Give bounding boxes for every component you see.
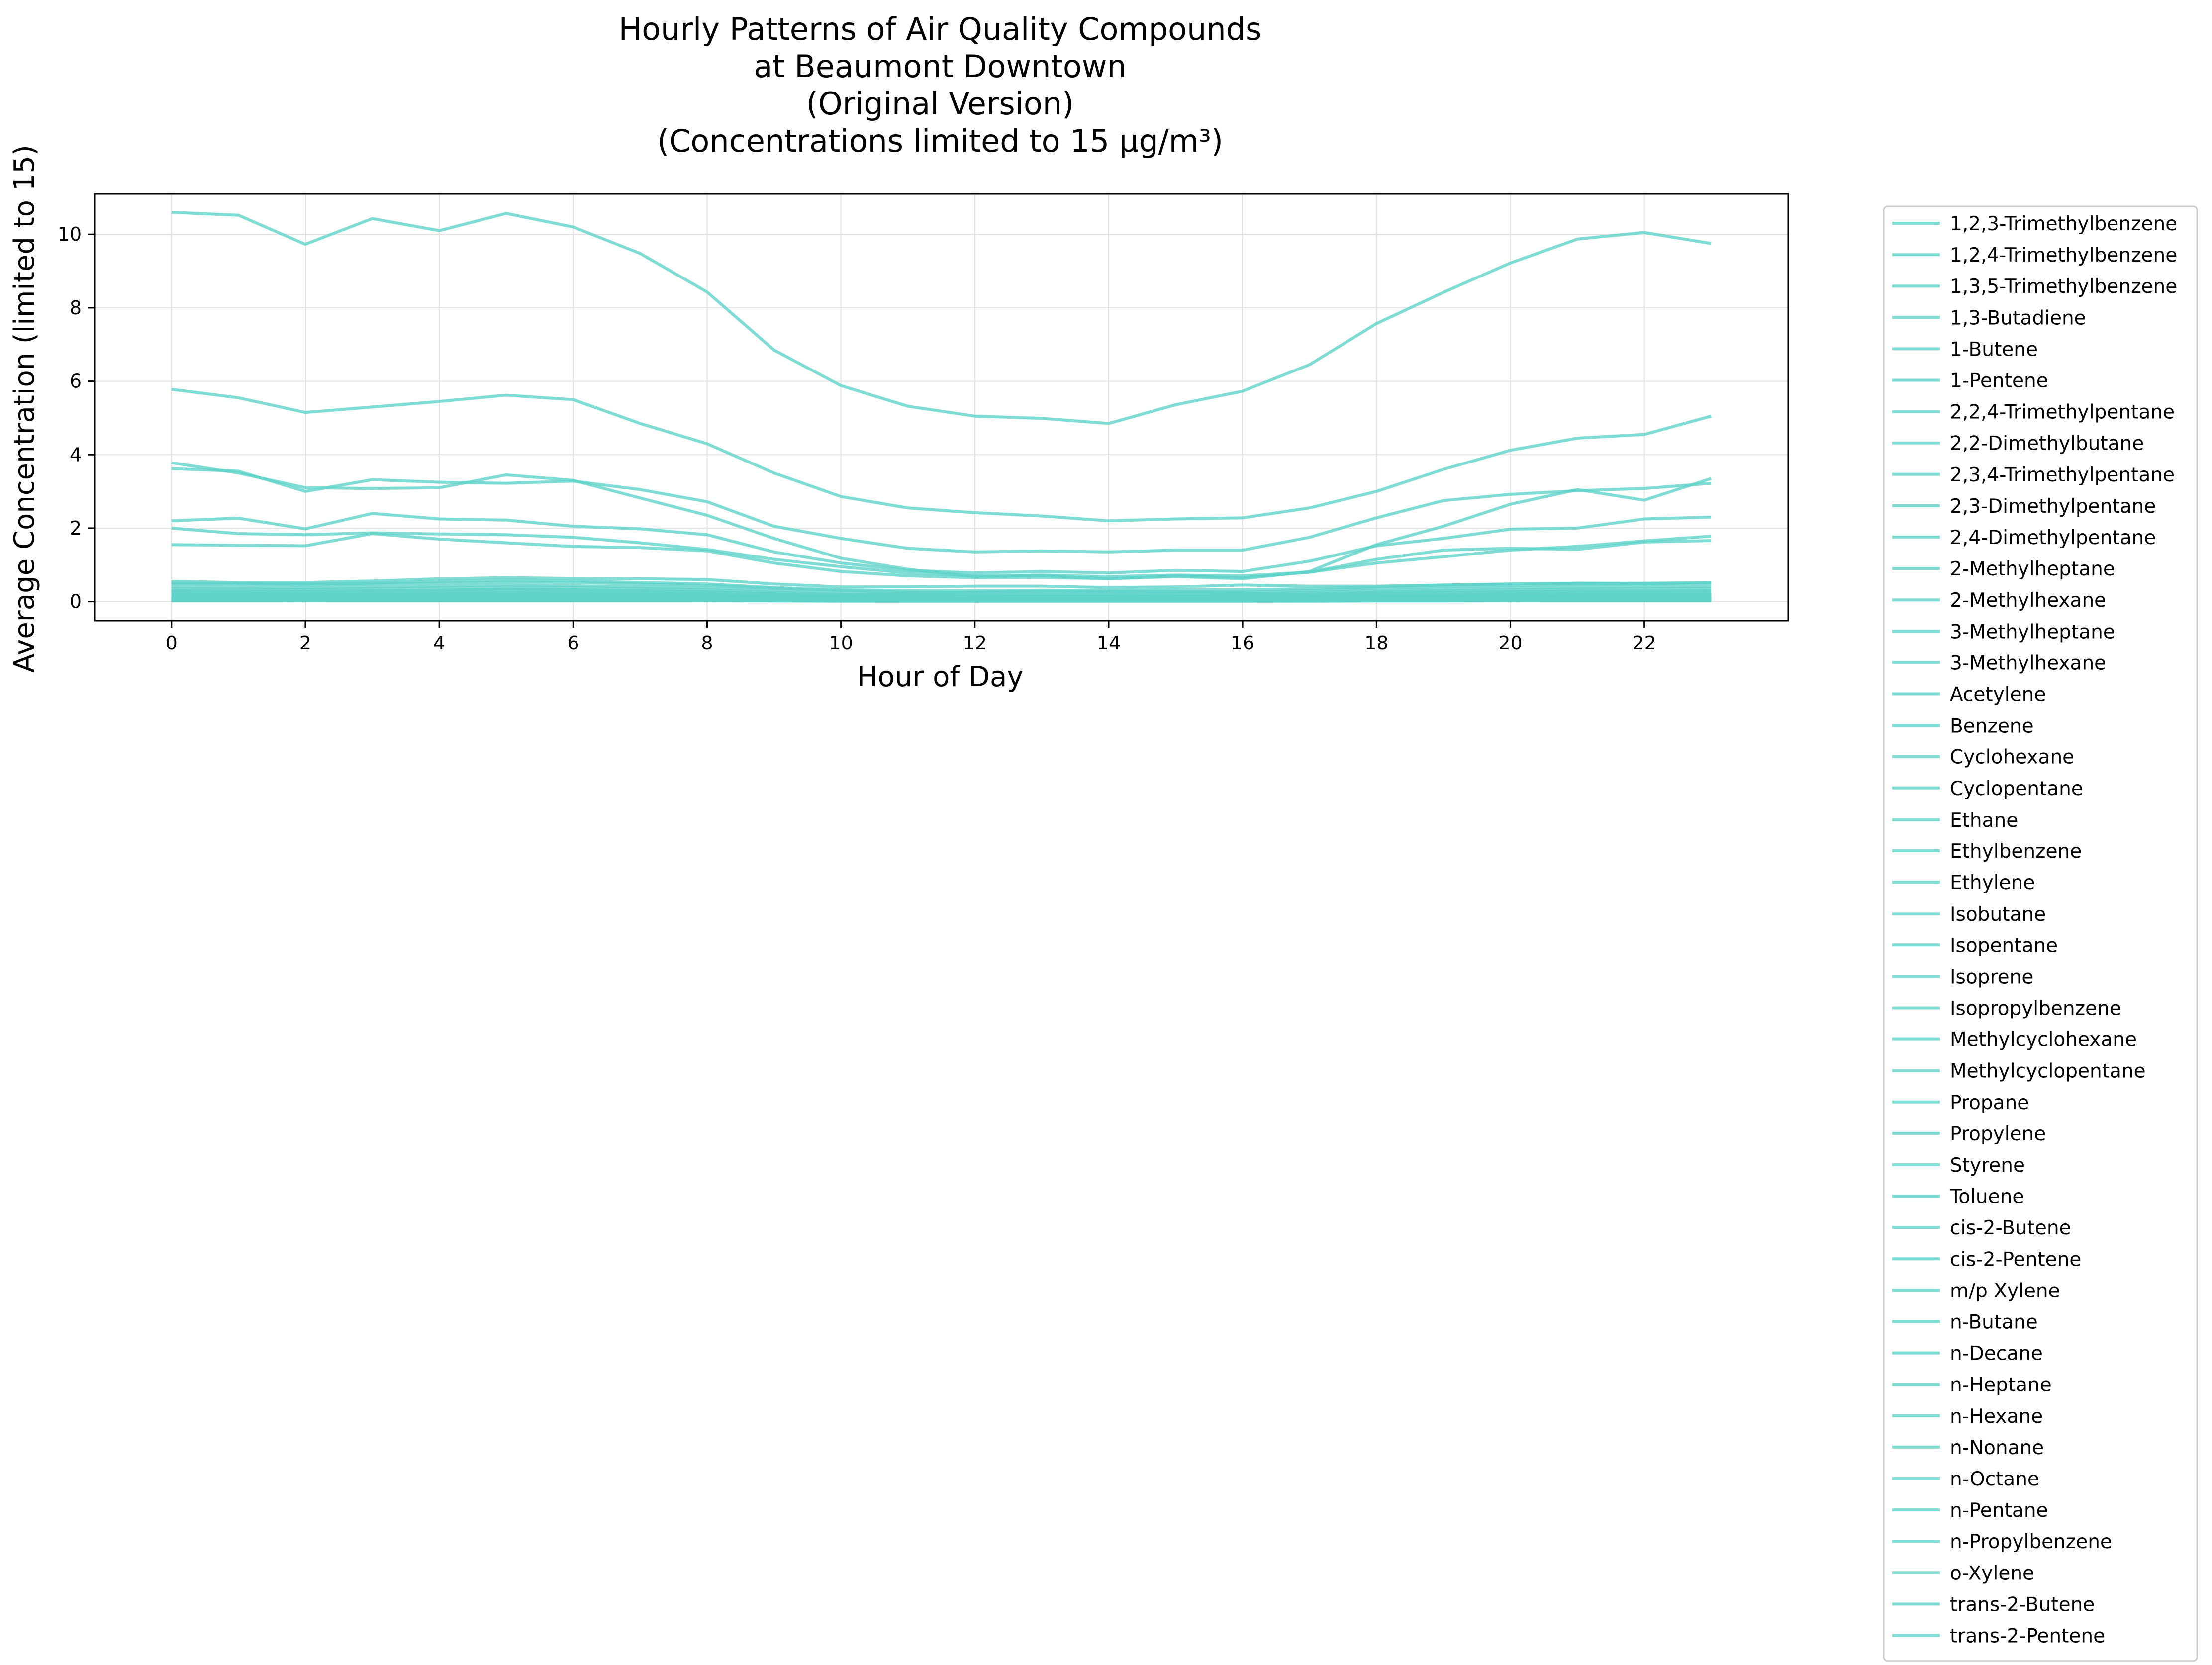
legend: 1,2,3-Trimethylbenzene 1,2,4-Trimethylben… <box>1883 205 2198 1662</box>
legend-label: Styrene <box>1950 1154 2025 1177</box>
legend-label: 3-Methylheptane <box>1950 621 2115 643</box>
y-tick-label: 0 <box>70 591 82 613</box>
legend-label: 2-Methylheptane <box>1950 558 2115 580</box>
legend-label: Acetylene <box>1950 684 2046 706</box>
title-line-3: (Original Version) <box>806 86 1074 122</box>
legend-label: Methylcyclopentane <box>1950 1060 2146 1083</box>
legend-label: 1,3,5-Trimethylbenzene <box>1950 276 2177 298</box>
legend-label: 1,2,3-Trimethylbenzene <box>1950 213 2177 235</box>
title-line-2: at Beaumont Downtown <box>754 48 1127 85</box>
series-line <box>171 532 1712 580</box>
legend-label: n-Butane <box>1950 1311 2038 1334</box>
plot-area-frame <box>94 193 1789 622</box>
x-tick-label: 12 <box>963 632 987 654</box>
legend-label: n-Octane <box>1950 1468 2039 1490</box>
legend-label: Propane <box>1950 1092 2029 1114</box>
legend-label: o-Xylene <box>1950 1562 2034 1584</box>
y-tick-label: 10 <box>58 223 82 245</box>
legend-label: n-Propylbenzene <box>1950 1531 2112 1553</box>
x-tick-label: 22 <box>1632 632 1656 654</box>
series-line <box>171 387 1712 523</box>
legend-label: m/p Xylene <box>1950 1280 2060 1302</box>
legend-label: Benzene <box>1950 715 2034 738</box>
legend-label: n-Decane <box>1950 1343 2043 1365</box>
legend-label: n-Hexane <box>1950 1405 2043 1428</box>
title-line-4: (Concentrations limited to 15 µg/m³) <box>657 123 1223 159</box>
legend-label: trans-2-Butene <box>1950 1593 2095 1616</box>
x-tick-label: 18 <box>1364 632 1388 654</box>
x-tick-label: 10 <box>829 632 853 654</box>
series-line <box>171 578 1712 592</box>
x-tick-label: 4 <box>433 632 445 654</box>
legend-label: Ethane <box>1950 809 2018 832</box>
y-tick-label: 6 <box>70 370 82 392</box>
legend-label: 2-Methylhexane <box>1950 589 2106 612</box>
legend-label: Cyclopentane <box>1950 778 2083 800</box>
legend-label: 1-Pentene <box>1950 370 2048 392</box>
x-tick-label: 16 <box>1231 632 1254 654</box>
y-axis-label: Average Concentration (limited to 15) <box>8 145 41 673</box>
legend-label: trans-2-Pentene <box>1950 1625 2105 1648</box>
legend-label: Toluene <box>1949 1186 2024 1208</box>
legend-label: cis-2-Butene <box>1950 1217 2071 1239</box>
y-tick-label: 2 <box>70 517 82 539</box>
legend-label: 2,4-Dimethylpentane <box>1950 527 2156 549</box>
legend-label: Isopentane <box>1950 934 2058 957</box>
legend-label: n-Heptane <box>1950 1374 2052 1396</box>
series-line <box>171 467 1712 554</box>
legend-label: 2,2-Dimethylbutane <box>1950 433 2144 455</box>
y-tick-label: 8 <box>70 297 82 319</box>
series-line <box>171 597 1712 602</box>
y-axis-ticks: 0 2 4 6 8 10 <box>58 223 95 613</box>
legend-label: 2,3-Dimethylpentane <box>1950 495 2156 518</box>
legend-label: Cyclohexane <box>1950 746 2074 769</box>
legend-label: n-Pentane <box>1950 1499 2048 1522</box>
legend-label: Propylene <box>1950 1123 2046 1145</box>
series-line <box>171 526 1712 578</box>
x-axis-label: Hour of Day <box>857 661 1023 693</box>
legend-label: n-Nonane <box>1950 1437 2044 1459</box>
title-line-1: Hourly Patterns of Air Quality Compounds <box>619 11 1262 47</box>
legend-label: cis-2-Pentene <box>1950 1248 2081 1271</box>
series-lines <box>171 210 1712 603</box>
legend-label: Ethylbenzene <box>1950 840 2082 863</box>
legend-label: Isopropylbenzene <box>1950 998 2121 1020</box>
legend-label: 2,2,4-Trimethylpentane <box>1950 401 2175 424</box>
legend-label: Isoprene <box>1950 966 2033 988</box>
x-tick-label: 0 <box>166 632 178 654</box>
legend-label: Ethylene <box>1950 872 2035 894</box>
legend-label: 2,3,4-Trimethylpentane <box>1950 464 2175 486</box>
series-line <box>171 585 1712 597</box>
y-tick-label: 4 <box>70 444 82 465</box>
x-tick-label: 20 <box>1498 632 1522 654</box>
x-axis-ticks: 0 2 4 6 8 10 12 14 16 18 20 22 <box>166 621 1656 654</box>
x-tick-label: 2 <box>299 632 311 654</box>
legend-label: Methylcyclohexane <box>1950 1029 2137 1051</box>
x-tick-label: 14 <box>1097 632 1121 654</box>
x-tick-label: 6 <box>567 632 579 654</box>
legend-label: 1,2,4-Trimethylbenzene <box>1950 244 2177 267</box>
chart-title: Hourly Patterns of Air Quality Compounds… <box>619 11 1262 159</box>
legend-label: Isobutane <box>1950 903 2046 925</box>
legend-label: 1-Butene <box>1950 338 2038 361</box>
legend-frame <box>1883 205 2198 1662</box>
series-line <box>171 210 1712 425</box>
legend-label: 1,3-Butadiene <box>1950 307 2086 329</box>
x-tick-label: 8 <box>701 632 713 654</box>
legend-label: 3-Methylhexane <box>1950 652 2106 674</box>
